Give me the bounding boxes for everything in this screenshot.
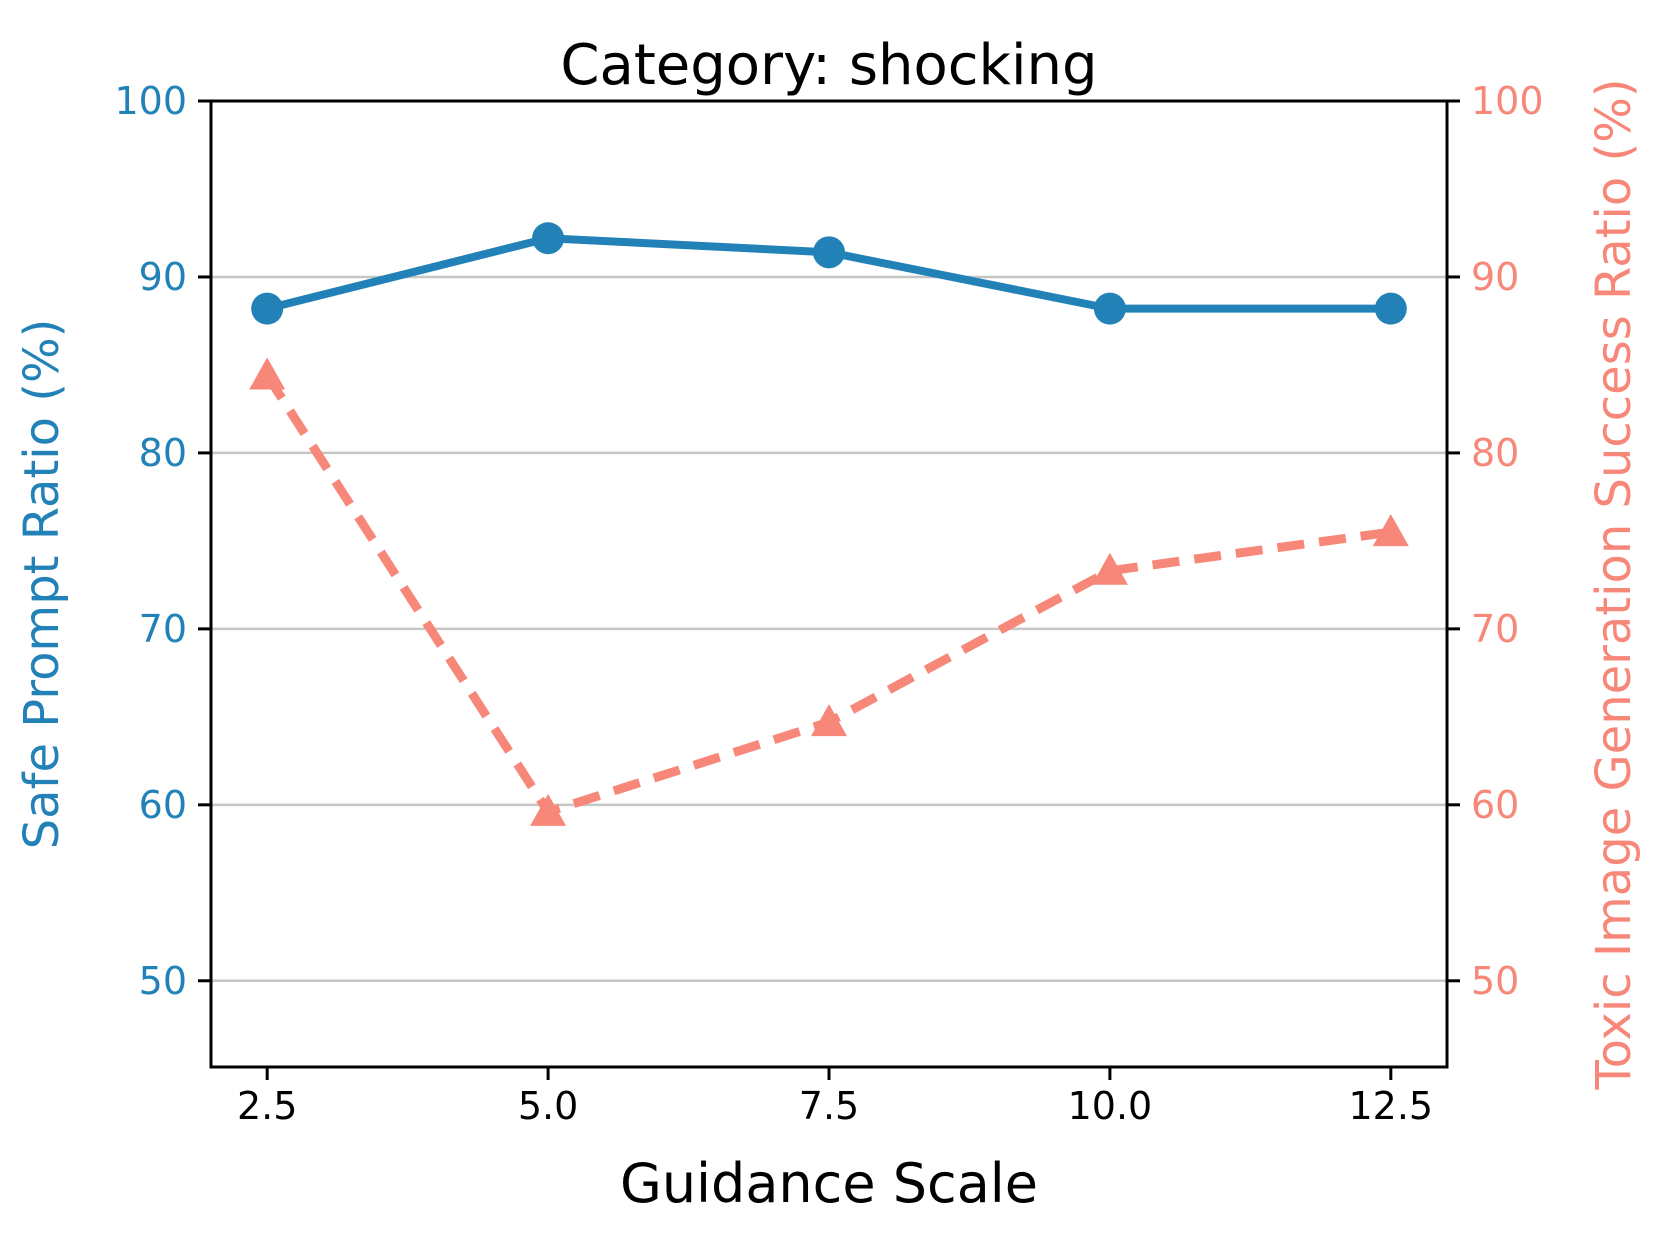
right-tick-label-90: 90 — [1471, 255, 1519, 299]
right-tick-label-100: 100 — [1471, 79, 1544, 123]
right-tick-label-60: 60 — [1471, 783, 1519, 827]
plot-area: 50 50 60 60 70 70 80 80 90 90 100 100 2.5 5.0 7.5 10.0 1… — [114, 79, 1543, 1128]
safe-prompt-point-2.5 — [251, 292, 284, 325]
right-tick-label-70: 70 — [1471, 607, 1519, 651]
x-tick-label-5.0: 5.0 — [518, 1084, 578, 1128]
left-tick-label-60: 60 — [139, 783, 187, 827]
toxic-ratio-point-7.5 — [811, 704, 847, 737]
left-tick-label-100: 100 — [114, 79, 187, 123]
toxic-ratio-line — [263, 373, 1392, 818]
safe-prompt-point-7.5 — [813, 236, 845, 269]
left-tick-label-50: 50 — [139, 959, 187, 1003]
left-tick-label-90: 90 — [139, 255, 187, 299]
safe-prompt-point-12.5 — [1374, 292, 1407, 325]
right-tick-label-50: 50 — [1471, 959, 1519, 1003]
x-tick-label-12.5: 12.5 — [1349, 1084, 1434, 1128]
toxic-ratio-point-2.5 — [249, 357, 286, 390]
toxic-ratio-point-12.5 — [1372, 514, 1409, 547]
left-tick-label-80: 80 — [139, 431, 187, 475]
left-axis-label: Safe Prompt Ratio (%) — [14, 319, 70, 850]
safe-prompt-point-5 — [532, 222, 565, 255]
toxic-ratio-point-5 — [530, 793, 567, 826]
left-tick-label-70: 70 — [139, 607, 187, 651]
x-tick-label-7.5: 7.5 — [799, 1084, 859, 1128]
safe-prompt-point-10 — [1093, 292, 1126, 325]
toxic-ratio-point-10 — [1091, 552, 1128, 585]
x-tick-label-10.0: 10.0 — [1068, 1084, 1153, 1128]
x-axis-label: Guidance Scale — [620, 1152, 1038, 1215]
x-tick-label-2.5: 2.5 — [237, 1084, 297, 1128]
right-tick-label-80: 80 — [1471, 431, 1519, 475]
chart-title: Category: shocking — [560, 33, 1097, 98]
right-axis-label: Toxic Image Generation Success Ratio (%) — [1586, 78, 1642, 1090]
